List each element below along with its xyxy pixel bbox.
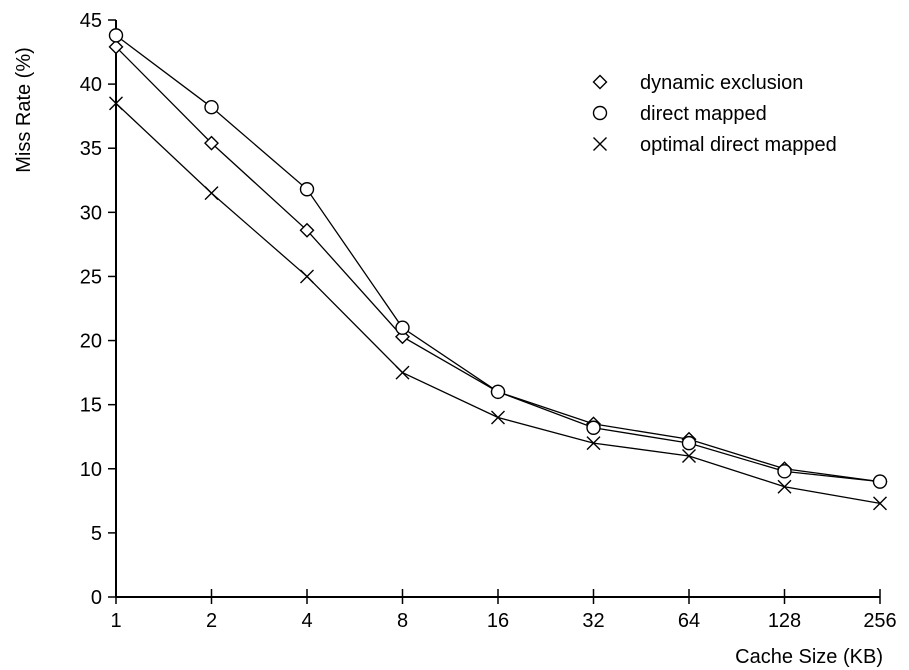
legend-marker	[592, 74, 608, 90]
series-line	[115, 102, 881, 505]
series-circle	[108, 28, 888, 489]
data-point	[490, 384, 506, 400]
y-tick-label: 45	[80, 10, 102, 32]
data-point	[586, 420, 601, 435]
x-tick-label: 128	[768, 610, 801, 632]
legend-label: optimal direct mapped	[640, 134, 837, 156]
y-tick-label: 25	[80, 266, 102, 288]
data-point	[395, 365, 410, 380]
data-point	[108, 28, 124, 43]
y-tick-label: 0	[91, 587, 102, 609]
data-point	[204, 186, 219, 201]
data-point	[491, 410, 505, 425]
x-tick-label: 2	[206, 610, 217, 632]
legend-item: dynamic exclusion	[592, 72, 803, 94]
data-point	[873, 496, 887, 511]
y-axis-title: Miss Rate (%)	[13, 47, 35, 173]
x-tick-label: 4	[301, 610, 312, 632]
data-point	[872, 474, 888, 489]
y-tick-label: 40	[80, 74, 102, 96]
x-ticks: 1 2 4 8 16 32 64 128 256	[110, 589, 897, 632]
data-point	[108, 39, 124, 55]
y-ticks: 0 5 10 15 20 25 30 35 40 45	[80, 10, 116, 609]
data-point	[586, 436, 601, 451]
data-point	[777, 479, 792, 494]
data-point	[299, 222, 315, 238]
series-x	[109, 96, 887, 511]
y-tick-label: 10	[80, 459, 102, 481]
legend-marker	[593, 137, 607, 151]
y-tick-label: 5	[91, 523, 102, 545]
legend-item: direct mapped	[592, 103, 767, 125]
x-tick-label: 32	[582, 610, 604, 632]
y-tick-label: 30	[80, 202, 102, 224]
x-tick-label: 1	[110, 610, 121, 632]
data-point	[109, 96, 123, 111]
series-group	[108, 28, 888, 511]
y-tick-label: 35	[80, 138, 102, 160]
data-point	[204, 135, 219, 151]
x-tick-label: 256	[863, 610, 896, 632]
y-tick-label: 15	[80, 395, 102, 417]
data-point	[299, 182, 315, 197]
legend: dynamic exclusion direct mapped optimal di…	[592, 72, 837, 156]
x-axis-title: Cache Size (KB)	[735, 646, 883, 668]
legend-marker	[592, 105, 608, 121]
legend-label: dynamic exclusion	[640, 72, 803, 94]
data-point	[681, 435, 697, 451]
x-tick-label: 16	[487, 610, 509, 632]
data-point	[777, 464, 792, 479]
x-tick-label: 8	[397, 610, 408, 632]
data-point	[682, 448, 696, 463]
series-diamond	[108, 39, 888, 490]
data-point	[204, 99, 219, 115]
legend-label: direct mapped	[640, 103, 767, 125]
x-tick-label: 64	[678, 610, 700, 632]
data-point	[300, 269, 314, 284]
data-point	[395, 320, 410, 335]
y-tick-label: 20	[80, 331, 102, 353]
legend-item: optimal direct mapped	[593, 134, 837, 156]
